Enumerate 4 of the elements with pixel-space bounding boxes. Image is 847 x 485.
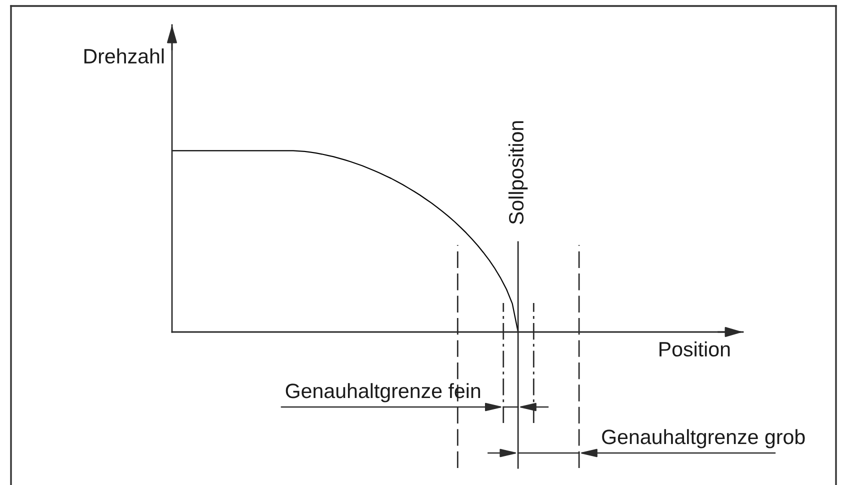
annotation: Sollposition [508,121,528,224]
y-axis-title: Drehzahl [84,48,164,64]
text: Genauhaltgrenze grob [602,429,805,448]
x-axis-title: Position [660,341,730,357]
